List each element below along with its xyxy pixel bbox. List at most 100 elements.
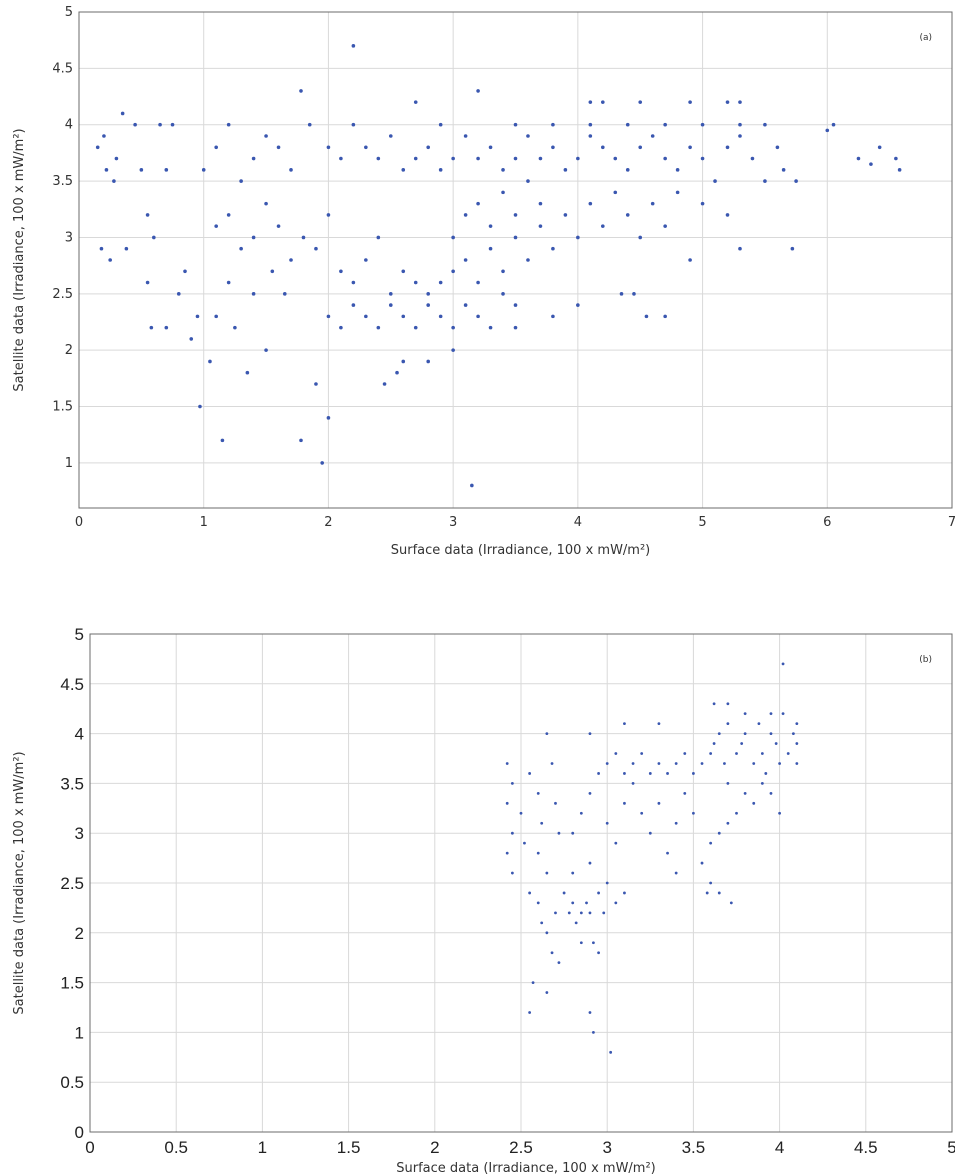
x-tick-label: 4 — [574, 515, 582, 530]
data-point — [571, 901, 575, 905]
data-point — [451, 269, 455, 274]
x-axis-label: Surface data (Irradiance, 100 x mW/m²) — [391, 543, 651, 558]
data-point — [614, 901, 618, 905]
data-point — [650, 134, 655, 138]
data-point — [795, 722, 799, 726]
data-point — [877, 145, 882, 150]
data-point — [666, 772, 669, 775]
data-point — [289, 258, 293, 262]
data-point — [276, 224, 281, 228]
data-point — [526, 179, 530, 183]
data-point — [717, 891, 721, 895]
chart-panel-b: 0 0.5 1 1.5 2 2.5 3 3.5 4 4.5 5 0 0.5 1 1.5 2 2.5 3 3.5 4 4.… — [0, 600, 955, 1175]
data-point — [557, 961, 561, 965]
x-tick-label: 4.5 — [854, 1138, 878, 1157]
data-point — [364, 258, 368, 262]
data-point — [476, 280, 480, 285]
data-point — [531, 981, 535, 984]
data-point — [376, 156, 381, 161]
x-axis-label: Surface data (Irradiance, 100 x mW/m²) — [396, 1161, 656, 1175]
data-point — [251, 292, 256, 296]
data-point — [597, 951, 600, 955]
data-point — [388, 303, 393, 307]
data-point — [738, 122, 742, 127]
data-point — [769, 712, 773, 716]
data-point — [729, 901, 733, 905]
data-point — [382, 382, 387, 386]
data-point — [588, 122, 593, 127]
data-point — [794, 179, 798, 183]
data-point — [674, 871, 678, 875]
data-point — [769, 732, 773, 735]
data-point — [712, 702, 716, 706]
y-axis-label: Satellite data (Irradiance, 100 x mW/m²) — [12, 751, 27, 1014]
data-point — [463, 213, 468, 217]
data-point — [657, 722, 661, 726]
data-point — [778, 811, 781, 815]
data-point — [713, 179, 717, 183]
data-point — [674, 762, 678, 765]
data-point — [640, 752, 644, 755]
data-point — [538, 224, 543, 228]
data-point — [557, 831, 561, 835]
data-point — [781, 168, 786, 172]
data-point — [763, 122, 767, 127]
data-point — [289, 168, 293, 172]
data-point — [426, 145, 431, 150]
data-point — [120, 111, 125, 116]
data-point — [551, 122, 555, 127]
data-point — [764, 772, 768, 775]
x-tick-label: 5 — [698, 515, 706, 530]
data-point — [567, 911, 571, 915]
data-point — [588, 861, 592, 865]
data-point — [551, 145, 555, 150]
data-point — [623, 891, 626, 895]
data-point — [551, 246, 555, 251]
y-tick-label: 2 — [65, 343, 73, 358]
data-point — [351, 44, 356, 48]
data-point — [825, 128, 830, 133]
data-point — [605, 881, 609, 885]
data-point — [513, 156, 518, 161]
data-point — [769, 791, 773, 795]
data-point — [463, 303, 468, 307]
y-tick-label: 3 — [75, 824, 84, 843]
data-point — [538, 201, 543, 206]
data-point — [795, 742, 799, 745]
x-tick-label: 1 — [200, 515, 208, 530]
data-point — [613, 156, 618, 161]
data-point — [574, 921, 578, 925]
data-point — [301, 235, 306, 240]
data-point — [571, 831, 575, 835]
data-point — [601, 145, 605, 150]
data-point — [897, 168, 902, 172]
y-tick-label: 2.5 — [60, 874, 84, 893]
data-point — [501, 269, 505, 274]
data-point — [791, 732, 795, 735]
data-point — [451, 235, 455, 240]
data-point — [585, 901, 588, 905]
y-tick-label: 4 — [65, 118, 73, 133]
data-point — [538, 156, 543, 161]
data-point — [675, 168, 680, 172]
data-point — [738, 100, 742, 104]
data-point — [528, 1011, 532, 1014]
data-point — [251, 156, 256, 161]
data-point — [601, 224, 605, 228]
data-point — [663, 122, 667, 127]
data-point — [726, 821, 730, 825]
data-point — [688, 258, 692, 262]
data-point — [757, 722, 761, 726]
data-point — [775, 145, 780, 150]
data-point — [743, 732, 747, 735]
data-point — [364, 314, 368, 319]
data-point — [786, 752, 790, 755]
data-point — [245, 370, 250, 375]
x-tick-label: 3.5 — [682, 1138, 706, 1157]
data-point — [540, 821, 544, 825]
data-point — [195, 314, 200, 319]
data-point — [95, 145, 100, 150]
scatter-plot-b: 0 0.5 1 1.5 2 2.5 3 3.5 4 4.5 5 0 0.5 1 1.5 2 2.5 3 3.5 4 4.… — [12, 625, 955, 1175]
data-point — [545, 732, 549, 735]
y-tick-label: 1.5 — [52, 400, 73, 415]
